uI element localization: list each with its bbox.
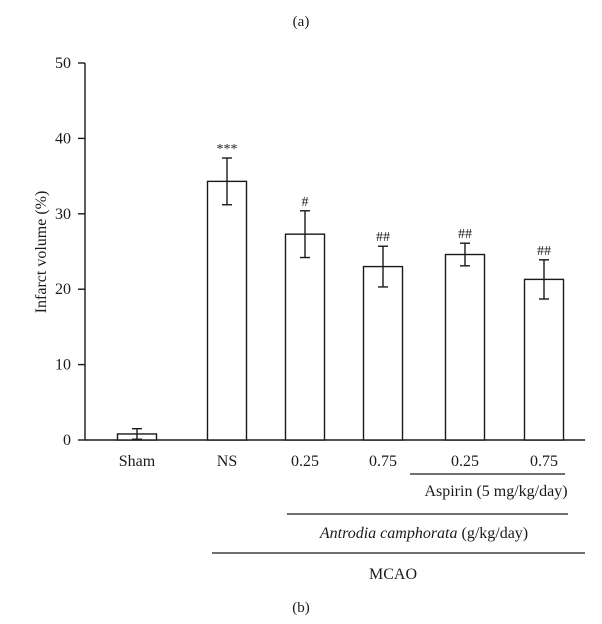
bar (523, 278, 565, 441)
bar (206, 180, 248, 441)
x-category-label: 0.75 (530, 453, 558, 470)
significance-marker: ## (537, 244, 551, 259)
bar (362, 265, 404, 441)
y-tick-label: 30 (55, 206, 71, 223)
y-axis-label: Infarct volume (%) (33, 191, 50, 314)
y-tick-label: 0 (63, 432, 71, 449)
y-axis-ticks: 0 10 20 30 40 50 (55, 55, 85, 449)
significance-marker: ## (376, 230, 390, 245)
y-tick-label: 50 (55, 55, 71, 72)
x-category-label: 0.25 (291, 453, 319, 470)
significance-marker: *** (217, 142, 238, 157)
x-category-label: 0.75 (369, 453, 397, 470)
aspirin-group-label: Aspirin (5 mg/kg/day) (424, 483, 567, 500)
mcao-group-label: MCAO (369, 566, 417, 583)
significance-markers: ***### #### (217, 142, 552, 259)
bar (284, 233, 326, 441)
category-labels: Sham NS 0.25 0.75 0.25 0.75 (119, 453, 558, 470)
antrodia-group-label: Antrodia camphorata (g/kg/day) (319, 525, 528, 542)
bar-series (116, 180, 565, 441)
bar (444, 253, 486, 441)
x-category-label: 0.25 (451, 453, 479, 470)
y-tick-label: 40 (55, 130, 71, 147)
panel-label-bottom: (b) (292, 600, 310, 616)
panel-label-top: (a) (293, 14, 310, 30)
x-category-label: Sham (119, 453, 156, 470)
error-bars (132, 157, 549, 440)
y-tick-label: 20 (55, 281, 71, 298)
y-tick-label: 10 (55, 357, 71, 374)
significance-marker: # (302, 195, 309, 210)
antrodia-name: Antrodia camphorata (319, 525, 458, 542)
significance-marker: ## (458, 227, 472, 242)
x-category-label: NS (217, 453, 237, 470)
antrodia-unit: (g/kg/day) (457, 525, 528, 542)
